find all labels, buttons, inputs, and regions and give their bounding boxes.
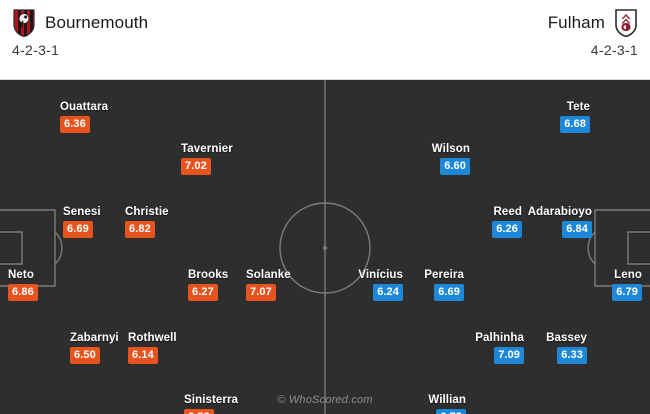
player-name: Rothwell [128,332,177,344]
player-name: Reed [493,206,522,218]
pitch-markings [0,80,650,414]
fulham-crest-icon [615,9,637,37]
away-team-name: Fulham [547,13,605,32]
player-rating: 6.36 [60,116,90,133]
player-rating: 6.79 [612,284,642,301]
player-zabarnyi[interactable]: Zabarnyi 6.50 [70,331,119,364]
player-rating: 6.33 [557,347,587,364]
player-christie[interactable]: Christie 6.82 [125,205,169,238]
player-rating: 6.69 [434,284,464,301]
player-rating: 6.72 [436,409,466,414]
player-rating: 6.24 [373,284,403,301]
player-name: Tavernier [181,143,233,155]
watermark: © WhoScored.com [277,394,373,406]
player-tavernier[interactable]: Tavernier 7.02 [181,142,233,175]
player-name: Neto [8,269,34,281]
home-team-name: Bournemouth [45,13,149,32]
player-rating: 6.14 [128,347,158,364]
player-name: Christie [125,206,169,218]
player-rothwell[interactable]: Rothwell 6.14 [128,331,177,364]
player-brooks[interactable]: Brooks 6.27 [188,268,228,301]
player-palhinha[interactable]: Palhinha 7.09 [475,331,524,364]
player-rating: 6.84 [562,221,592,238]
player-name: Wilson [431,143,470,155]
player-rating: 6.27 [188,284,218,301]
player-rating: 6.26 [492,221,522,238]
player-reed[interactable]: Reed 6.26 [492,205,522,238]
player-neto[interactable]: Neto 6.86 [8,268,38,301]
player-pereira[interactable]: Pereira 6.69 [424,268,464,301]
home-team-block[interactable]: Bournemouth 4-2-3-1 [12,0,148,80]
player-ouattara[interactable]: Ouattara 6.36 [60,100,108,133]
player-rating: 7.02 [181,158,211,175]
player-rating: 6.68 [560,116,590,133]
player-name: Vinícius [358,269,403,281]
player-name: Brooks [188,269,229,281]
away-formation: 4-2-3-1 [590,42,638,58]
pitch: Ouattara 6.36 Tavernier 7.02 Senesi 6.69… [0,80,650,414]
player-rating: 6.69 [63,221,93,238]
player-name: Pereira [424,269,464,281]
player-name: Sinisterra [184,394,239,406]
player-name: Bassey [546,332,587,344]
player-wilson[interactable]: Wilson 6.60 [432,142,470,175]
player-name: Tete [566,101,590,113]
player-solanke[interactable]: Solanke 7.07 [246,268,291,301]
player-leno[interactable]: Leno 6.79 [612,268,642,301]
player-rating: 7.07 [246,284,276,301]
player-rating: 7.09 [494,347,524,364]
player-sinisterra[interactable]: Sinisterra 6.53 [184,393,238,414]
player-adarabioyo[interactable]: Adarabioyo 6.84 [528,205,592,238]
player-tete[interactable]: Tete 6.68 [560,100,590,133]
away-team-block[interactable]: Fulham 4-2-3-1 [548,0,638,80]
player-rating: 6.53 [184,409,214,414]
player-name: Adarabioyo [527,206,592,218]
player-rating: 6.86 [8,284,38,301]
player-name: Palhinha [475,332,524,344]
player-rating: 6.82 [125,221,155,238]
player-name: Leno [614,269,642,281]
home-team-row: Bournemouth [12,8,148,38]
player-willian[interactable]: Willian 6.72 [428,393,466,414]
match-header: Bournemouth 4-2-3-1 Fulham 4-2-3-1 [0,0,650,80]
player-name: Senesi [63,206,101,218]
player-rating: 6.60 [440,158,470,175]
player-name: Zabarnyi [70,332,119,344]
home-formation: 4-2-3-1 [12,42,60,58]
player-vinicius[interactable]: Vinícius 6.24 [358,268,403,301]
player-name: Solanke [246,269,291,281]
player-senesi[interactable]: Senesi 6.69 [63,205,101,238]
away-team-row: Fulham [548,8,638,38]
bournemouth-crest-icon [13,9,35,37]
player-bassey[interactable]: Bassey 6.33 [546,331,587,364]
player-name: Ouattara [60,101,109,113]
player-name: Willian [428,394,466,406]
player-rating: 6.50 [70,347,100,364]
